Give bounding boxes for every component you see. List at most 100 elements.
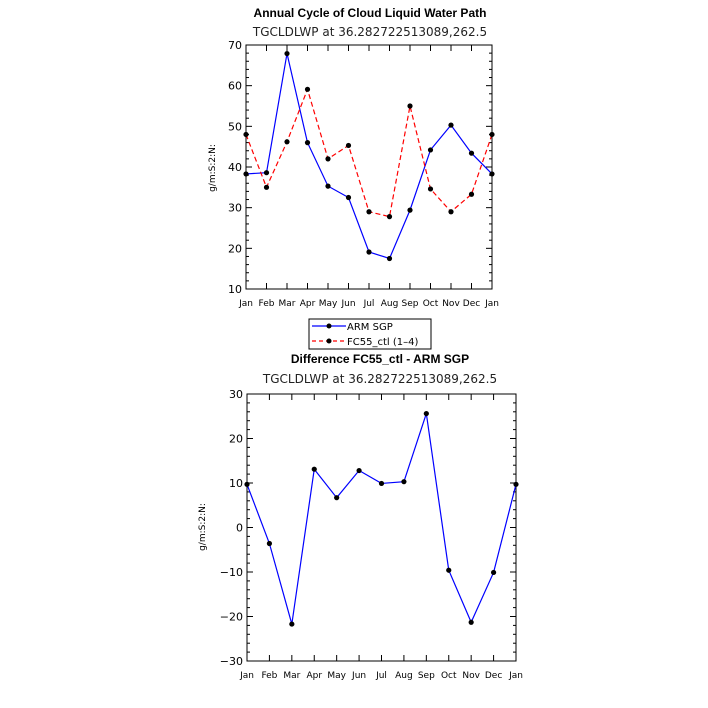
series-line (246, 413, 517, 625)
y-tick-label: 70 (228, 39, 242, 52)
y-axis-label: g/m:S:2:N: (198, 503, 208, 551)
x-tick-label: Feb (259, 299, 275, 309)
data-point (407, 207, 413, 213)
data-point (325, 156, 331, 162)
y-tick-label: 40 (228, 161, 242, 174)
data-point (311, 466, 317, 472)
data-point (284, 139, 290, 145)
cycle-chart: Annual Cycle of Cloud Liquid Water Path … (208, 6, 499, 309)
x-tick-label: Sep (402, 299, 419, 309)
y-tick-label: 30 (229, 388, 243, 401)
x-tick-label: Aug (381, 299, 399, 309)
data-point (325, 183, 331, 189)
data-point (243, 171, 249, 177)
data-point (386, 214, 393, 220)
data-point (448, 122, 454, 128)
data-point (489, 171, 495, 177)
x-tick-label: Jan (239, 671, 254, 681)
data-point (263, 184, 270, 190)
legend-swatch-marker (326, 338, 332, 344)
x-tick-label: Nov (442, 299, 460, 309)
x-tick-label: Dec (463, 299, 480, 309)
data-point (244, 481, 250, 487)
axes: 10 20 30 40 50 60 70 Jan Feb Mar Apr May Jun Jul Aug Se… (228, 39, 499, 309)
chart-subtitle: TGCLDLWP at 36.282722513089,262.5 (262, 372, 497, 386)
x-tick-label: Jan (484, 299, 499, 309)
x-tick-label: Jan (508, 671, 523, 681)
x-tick-label: Oct (441, 671, 457, 681)
data-point (489, 131, 495, 138)
series-1 (243, 86, 495, 220)
legend-entry-arm: ARM SGP (312, 322, 393, 333)
data-point (366, 249, 372, 255)
legend: ARM SGP FC55_ctl (1–4) (308, 318, 432, 350)
data-point (304, 86, 311, 92)
data-point (468, 191, 475, 197)
legend-entry-fc55: FC55_ctl (1–4) (312, 337, 418, 348)
x-tick-label: Oct (423, 299, 439, 309)
y-tick-label: 20 (228, 242, 242, 255)
series-0 (243, 50, 495, 262)
y-tick-label: 60 (228, 80, 242, 93)
data-point (284, 50, 290, 57)
y-tick-label: 0 (236, 522, 243, 535)
x-tick-label: Aug (395, 671, 413, 681)
data-point (366, 209, 372, 215)
data-point (266, 540, 273, 547)
y-tick-label: 10 (228, 283, 242, 296)
data-point (243, 131, 249, 138)
chart-title: Annual Cycle of Cloud Liquid Water Path (254, 6, 487, 20)
x-tick-label: Jul (375, 671, 387, 681)
data-point (468, 619, 474, 625)
legend-label-arm: ARM SGP (347, 322, 393, 333)
x-tick-label: May (327, 671, 346, 681)
y-axis-label: g/m:S:2:N: (208, 144, 218, 192)
data-point (356, 467, 362, 474)
series-line (245, 87, 493, 218)
difference-chart: Difference FC55_ctl - ARM SGP TGCLDLWP a… (198, 352, 523, 681)
data-point (345, 194, 352, 201)
data-point (345, 142, 352, 149)
x-tick-label: Jul (363, 299, 375, 309)
x-tick-label: Mar (283, 671, 300, 681)
series-layer (244, 410, 519, 627)
x-tick-label: Nov (462, 671, 480, 681)
data-point (304, 140, 311, 146)
y-tick-label: 10 (229, 477, 243, 490)
x-tick-label: Dec (485, 671, 502, 681)
data-point (490, 569, 497, 576)
x-tick-label: Feb (261, 671, 277, 681)
y-tick-label: 30 (228, 202, 242, 215)
y-tick-label: 50 (228, 120, 242, 133)
x-tick-label: Mar (279, 299, 296, 309)
plot-frame (246, 393, 517, 662)
series-0 (244, 410, 519, 627)
data-point (513, 481, 519, 487)
data-point (446, 567, 452, 573)
data-point (263, 170, 270, 176)
x-tick-label: Jan (238, 299, 253, 309)
data-point (448, 209, 454, 215)
data-point (407, 103, 413, 109)
y-tick-label: 20 (229, 433, 243, 446)
x-tick-label: Jun (351, 671, 366, 681)
x-tick-label: Sep (418, 671, 435, 681)
axes: −30 −20 −10 0 10 20 30 Jan Feb Mar Apr May Jun Jul Aug… (220, 388, 523, 681)
data-point (427, 147, 434, 153)
data-point (378, 480, 385, 487)
data-point (289, 621, 295, 627)
chart-subtitle: TGCLDLWP at 36.282722513089,262.5 (252, 25, 487, 39)
x-tick-label: Jun (340, 299, 355, 309)
legend-label-fc55: FC55_ctl (1–4) (347, 337, 418, 348)
data-point (468, 150, 475, 156)
x-tick-label: Apr (306, 671, 322, 681)
data-point (427, 186, 434, 192)
data-point (401, 479, 407, 485)
series-line (245, 53, 493, 260)
y-tick-label: −20 (220, 611, 243, 624)
x-tick-label: Apr (300, 299, 316, 309)
data-point (386, 255, 393, 262)
data-point (334, 495, 340, 501)
x-tick-label: May (319, 299, 338, 309)
chart-title: Difference FC55_ctl - ARM SGP (291, 352, 469, 366)
